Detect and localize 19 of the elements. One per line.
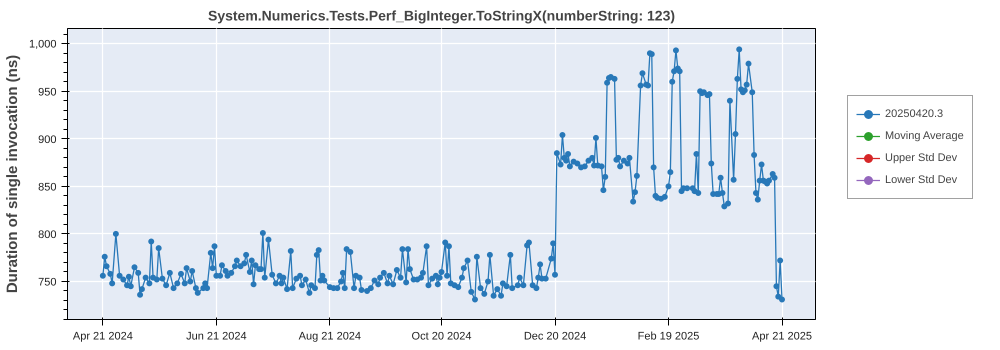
legend-label: Lower Std Dev <box>885 174 958 186</box>
x-tick-label: Feb 19 2025 <box>638 330 700 342</box>
x-tick-label: Oct 20 2024 <box>412 330 472 342</box>
y-tick-label: 850 <box>38 181 57 194</box>
x-tick-label: Apr 21 2025 <box>752 330 812 342</box>
y-tick-label: 1,000 <box>28 38 57 51</box>
x-tick-label: Apr 21 2024 <box>72 330 133 342</box>
chart-title: System.Numerics.Tests.Perf_BigInteger.ToStringX(numberString: 123) <box>208 8 676 24</box>
x-tick-label: Dec 20 2024 <box>524 330 586 342</box>
y-tick-label: 950 <box>38 86 57 98</box>
y-tick-label: 750 <box>38 276 57 288</box>
x-tick-label: Jun 21 2024 <box>186 330 247 342</box>
legend-label: Upper Std Dev <box>885 152 958 164</box>
y-tick-label: 900 <box>38 134 57 146</box>
legend-label: 20250420.3 <box>885 108 944 120</box>
legend-label: Moving Average <box>885 130 964 142</box>
y-tick-label: 800 <box>38 228 57 241</box>
x-tick-label: Aug 21 2024 <box>298 330 362 342</box>
y-axis-title: Duration of single invocation (ns) <box>4 54 21 294</box>
